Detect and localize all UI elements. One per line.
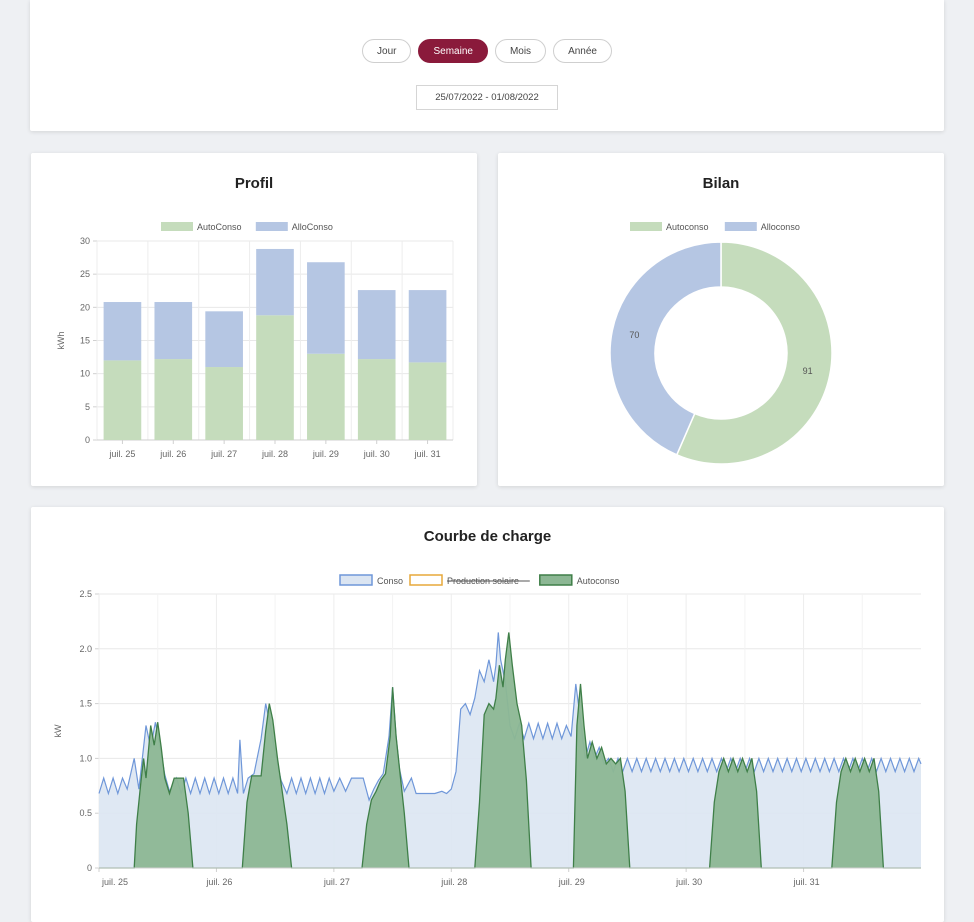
- tab-jour[interactable]: Jour: [362, 39, 412, 63]
- bar-autoconso-5: [357, 359, 396, 440]
- courbe-ytick-label: 2.5: [79, 589, 92, 599]
- profil-ytick-label: 25: [80, 269, 90, 279]
- profil-xtick-label: juil. 28: [261, 449, 288, 459]
- courbe-chart: Conso Production solaire Autoconso 0 0.5 1.0 1…: [53, 574, 922, 887]
- bar-alloconso-5: [357, 290, 396, 360]
- legend-swatch-alloconso: [255, 222, 288, 231]
- legend-swatch-2: [539, 574, 573, 586]
- bar-alloconso-2: [205, 311, 243, 368]
- courbe-ytick-label: 2.0: [79, 644, 92, 654]
- donut-slice-alloconso: [609, 241, 722, 456]
- bar-alloconso-3: [256, 248, 294, 316]
- profil-xtick-label: juil. 31: [414, 449, 441, 459]
- courbe-chart-title: Courbe de charge: [423, 528, 552, 545]
- bilan-chart-card: Bilan Autoconso Alloconso 91 70: [498, 153, 944, 486]
- courbe-legend: Conso Production solaire Autoconso: [339, 574, 620, 586]
- bar-autoconso-3: [256, 315, 294, 440]
- courbe-ytick-label: 1.0: [79, 753, 92, 763]
- donut-slice-autoconso: [675, 241, 833, 465]
- legend-swatch-autoconso: [161, 222, 193, 231]
- legend-swatch-0: [339, 574, 373, 586]
- profil-ytick-label: 10: [80, 369, 90, 379]
- legend-label-autoconso: Autoconso: [666, 222, 709, 232]
- legend-label-alloconso: Alloconso: [761, 222, 800, 232]
- courbe-ytick-label: 0.5: [79, 808, 92, 818]
- profil-ytick-label: 15: [80, 336, 90, 346]
- bar-alloconso-4: [307, 262, 345, 354]
- autoconso-area: [99, 632, 921, 868]
- donut-value-label-autoconso: 91: [803, 366, 813, 376]
- courbe-ylabel: kW: [53, 724, 63, 738]
- bar-alloconso-6: [408, 290, 447, 363]
- tab-annee[interactable]: Année: [553, 39, 612, 63]
- donut-value-label-alloconso: 70: [629, 330, 639, 340]
- bar-autoconso-1: [154, 359, 193, 440]
- profil-legend: AutoConso AlloConso: [161, 222, 333, 232]
- courbe-xtick-label: juil. 31: [793, 877, 820, 887]
- profil-xtick-label: juil. 30: [363, 449, 390, 459]
- legend-label-0: Conso: [377, 576, 403, 586]
- courbe-xtick-label: juil. 29: [558, 877, 585, 887]
- bar-autoconso-4: [307, 353, 345, 440]
- courbe-ytick-label: 1.5: [79, 699, 92, 709]
- courbe-ytick-label: 0: [87, 863, 92, 873]
- profil-xtick-label: juil. 26: [159, 449, 186, 459]
- profil-ylabel: kWh: [56, 332, 66, 350]
- profil-ytick-label: 20: [80, 302, 90, 312]
- profil-xtick-label: juil. 29: [312, 449, 339, 459]
- legend-swatch-alloconso: [724, 222, 757, 231]
- bar-autoconso-6: [408, 362, 447, 440]
- period-tabs: Jour Semaine Mois Année: [30, 39, 944, 63]
- legend-label-autoconso: AutoConso: [197, 222, 242, 232]
- profil-xtick-label: juil. 27: [210, 449, 237, 459]
- courbe-xtick-label: juil. 28: [440, 877, 467, 887]
- tab-mois[interactable]: Mois: [494, 39, 547, 63]
- courbe-xtick-label: juil. 26: [205, 877, 232, 887]
- bilan-chart-title: Bilan: [702, 175, 740, 192]
- profil-ytick-label: 5: [85, 402, 90, 412]
- courbe-chart-card: Courbe de charge Conso Production solaire…: [31, 507, 944, 922]
- legend-label-alloconso: AlloConso: [292, 222, 333, 232]
- bilan-legend: Autoconso Alloconso: [630, 222, 800, 232]
- legend-swatch-1: [409, 574, 443, 586]
- legend-label-2: Autoconso: [577, 576, 620, 586]
- profil-xtick-label: juil. 25: [108, 449, 135, 459]
- profil-chart-title: Profil: [234, 175, 274, 192]
- period-selector-card: Jour Semaine Mois Année 25/07/2022 - 01/…: [30, 0, 944, 131]
- courbe-xtick-label: juil. 25: [101, 877, 128, 887]
- bar-alloconso-1: [154, 302, 193, 360]
- bar-alloconso-0: [103, 302, 142, 361]
- legend-swatch-autoconso: [630, 222, 662, 231]
- bar-autoconso-2: [205, 367, 243, 440]
- date-range-picker[interactable]: 25/07/2022 - 01/08/2022: [416, 85, 558, 110]
- profil-ytick-label: 0: [85, 435, 90, 445]
- profil-chart: AutoConso AlloConso 0 5 10 15 20 25 30 kWh juil. 2…: [56, 222, 454, 459]
- profil-chart-card: Profil AutoConso AlloConso 0 5 10 15 20 25 30 kWh…: [31, 153, 477, 486]
- tab-semaine[interactable]: Semaine: [418, 39, 488, 63]
- bar-autoconso-0: [103, 360, 142, 440]
- profil-ytick-label: 30: [80, 236, 90, 246]
- courbe-xtick-label: juil. 27: [323, 877, 350, 887]
- bilan-chart: Autoconso Alloconso 91 70: [609, 222, 833, 465]
- courbe-xtick-label: juil. 30: [675, 877, 702, 887]
